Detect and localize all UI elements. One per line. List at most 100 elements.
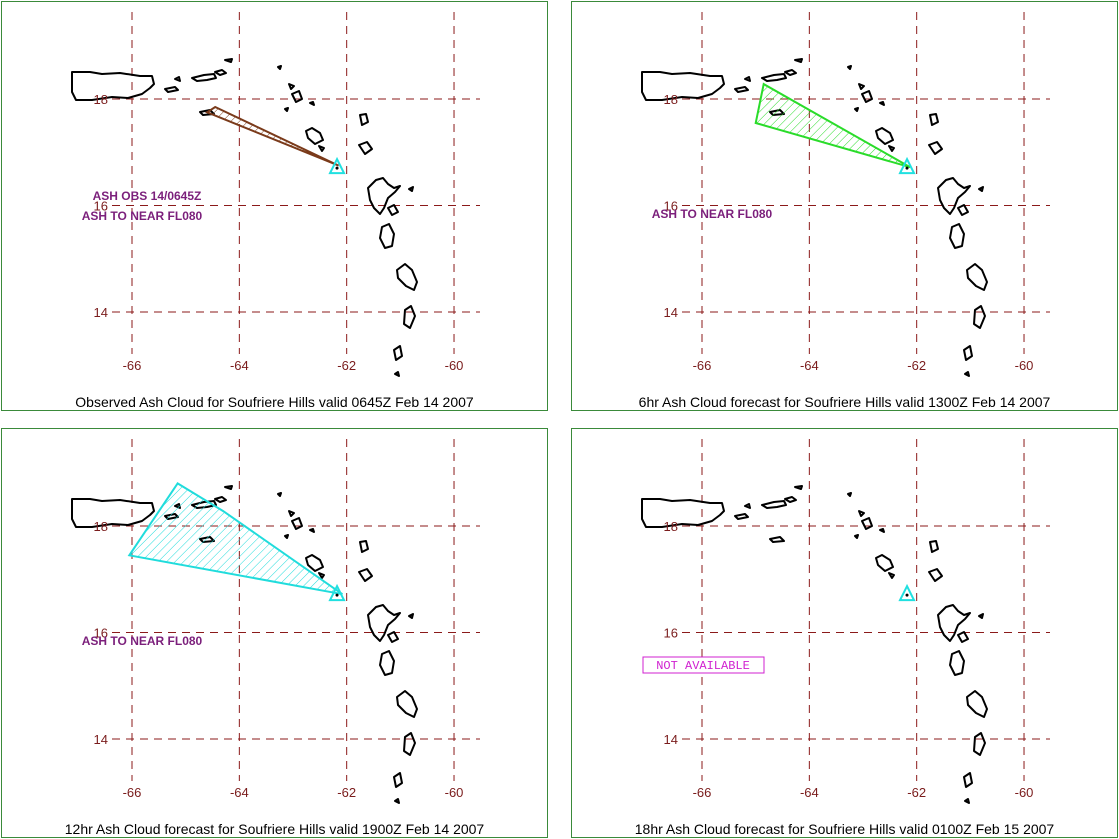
st-martin-island bbox=[288, 510, 295, 517]
antigua-island bbox=[305, 554, 324, 572]
latitude-tick-label: 14 bbox=[664, 305, 678, 320]
panel-caption: 12hr Ash Cloud forecast for Soufriere Hi… bbox=[64, 821, 485, 837]
marie-galante-island bbox=[387, 204, 399, 216]
grenadines-island bbox=[964, 798, 970, 804]
latitude-tick-label: 18 bbox=[664, 92, 678, 107]
puerto-rico-island bbox=[71, 71, 155, 101]
st-martin-island bbox=[858, 510, 865, 517]
saba-island bbox=[284, 107, 289, 112]
volcano-vent-dot bbox=[335, 166, 339, 170]
dominica-island bbox=[379, 223, 395, 249]
ash-level-label: ASH TO NEAR FL080 bbox=[652, 207, 773, 221]
latitude-tick-label: 16 bbox=[94, 626, 108, 641]
marie-galante-island bbox=[957, 204, 969, 216]
st-vincent-island bbox=[393, 772, 403, 788]
ash-cloud-area bbox=[127, 482, 343, 596]
longitude-tick-label: -66 bbox=[693, 785, 712, 800]
virgin-islands-st-thomas bbox=[191, 73, 217, 82]
st-croix-island bbox=[769, 536, 785, 543]
longitude-tick-label: -60 bbox=[1015, 785, 1034, 800]
not-available-label: NOT AVAILABLE bbox=[656, 659, 750, 673]
antigua-island bbox=[875, 554, 894, 572]
longitude-tick-label: -62 bbox=[337, 785, 356, 800]
vieques-island bbox=[734, 513, 749, 520]
ash-cloud-area bbox=[754, 82, 911, 169]
guadeloupe-island bbox=[367, 177, 401, 215]
st-barts-island bbox=[291, 517, 303, 530]
grenadines-island bbox=[964, 371, 970, 377]
longitude-tick-label: -60 bbox=[1015, 358, 1034, 373]
ash-cloud-map: 18 16 14 -66 -64 -62 -60 ASH TO NEAR FL080 bbox=[71, 439, 480, 804]
panel-caption: 6hr Ash Cloud forecast for Soufriere Hil… bbox=[638, 394, 1051, 410]
anguilla-island bbox=[277, 65, 282, 70]
st-lucia-island bbox=[973, 732, 986, 756]
longitude-tick-label: -66 bbox=[693, 358, 712, 373]
antigua-island bbox=[305, 127, 324, 145]
st-kitts-island bbox=[318, 572, 325, 579]
panel-caption: 18hr Ash Cloud forecast for Soufriere Hi… bbox=[634, 821, 1055, 837]
redonda-island bbox=[408, 186, 414, 192]
latitude-tick-label: 14 bbox=[664, 732, 678, 747]
longitude-tick-label: -66 bbox=[123, 358, 142, 373]
st-kitts-island bbox=[888, 145, 895, 152]
martinique-island bbox=[396, 690, 418, 718]
longitude-tick-label: -62 bbox=[337, 358, 356, 373]
martinique-island bbox=[966, 690, 988, 718]
barbuda-main bbox=[358, 568, 373, 582]
anegada-island bbox=[794, 58, 803, 63]
guadeloupe-island bbox=[367, 604, 401, 642]
map-panel-observed: 18 16 14 -66 -64 -62 -60 ASH OBS 14/0645Z ASH TO… bbox=[1, 1, 548, 411]
ash-cloud-map: 18 16 14 -66 -64 -62 -60 ASH TO NEAR FL080 bbox=[641, 12, 1050, 377]
ash-level-label: ASH TO NEAR FL080 bbox=[82, 634, 203, 648]
longitude-tick-label: -62 bbox=[907, 785, 926, 800]
longitude-tick-label: -66 bbox=[123, 785, 142, 800]
ash-cloud-map: 18 16 14 -66 -64 -62 -60 ASH OBS 14/0645Z ASH TO… bbox=[71, 12, 480, 377]
longitude-tick-label: -64 bbox=[230, 358, 249, 373]
anegada-island bbox=[794, 485, 803, 490]
puerto-rico-island bbox=[641, 71, 725, 101]
saba-island bbox=[854, 534, 859, 539]
st-vincent-island bbox=[393, 345, 403, 361]
antigua-main bbox=[359, 113, 369, 126]
st-martin-island bbox=[858, 83, 865, 90]
virgin-islands-tortola bbox=[214, 69, 227, 76]
virgin-islands-tortola bbox=[214, 496, 227, 503]
st-vincent-island bbox=[963, 772, 973, 788]
guadeloupe-island bbox=[937, 177, 971, 215]
dominica-island bbox=[379, 650, 395, 676]
barbuda-main bbox=[928, 141, 943, 155]
st-kitts-island bbox=[318, 145, 325, 152]
martinique-island bbox=[966, 263, 988, 291]
longitude-tick-label: -64 bbox=[800, 358, 819, 373]
longitude-tick-label: -60 bbox=[445, 785, 464, 800]
barbuda-main bbox=[928, 568, 943, 582]
barbuda-island bbox=[309, 528, 315, 533]
longitude-tick-label: -64 bbox=[800, 785, 819, 800]
latitude-tick-label: 16 bbox=[664, 199, 678, 214]
latitude-tick-label: 16 bbox=[94, 199, 108, 214]
not-available-box bbox=[642, 656, 765, 674]
st-lucia-island bbox=[973, 305, 986, 329]
volcano-marker-icon bbox=[898, 156, 916, 175]
st-lucia-island bbox=[403, 732, 416, 756]
virgin-islands-st-thomas bbox=[761, 500, 787, 509]
latitude-tick-label: 18 bbox=[94, 92, 108, 107]
redonda-island bbox=[978, 186, 984, 192]
redonda-island bbox=[408, 613, 414, 619]
virgin-islands-tortola bbox=[784, 496, 797, 503]
longitude-tick-label: -60 bbox=[445, 358, 464, 373]
volcano-vent-dot bbox=[905, 166, 909, 170]
st-vincent-island bbox=[963, 345, 973, 361]
martinique-island bbox=[396, 263, 418, 291]
grenadines-island bbox=[394, 371, 400, 377]
latitude-tick-label: 18 bbox=[94, 519, 108, 534]
map-panel-6hr-forecast: 18 16 14 -66 -64 -62 -60 ASH TO NEAR FL080 6hr … bbox=[571, 1, 1118, 411]
st-barts-island bbox=[291, 90, 303, 103]
anegada-island bbox=[224, 58, 233, 63]
volcano-marker-icon bbox=[328, 156, 346, 175]
st-lucia-island bbox=[403, 305, 416, 329]
st-barts-island bbox=[861, 517, 873, 530]
map-panel-18hr-forecast: 18 16 14 -66 -64 -62 -60 NOT AVAILABLE 18hr Ash… bbox=[571, 428, 1118, 838]
volcano-marker-icon bbox=[328, 583, 346, 602]
latitude-tick-label: 14 bbox=[94, 305, 108, 320]
